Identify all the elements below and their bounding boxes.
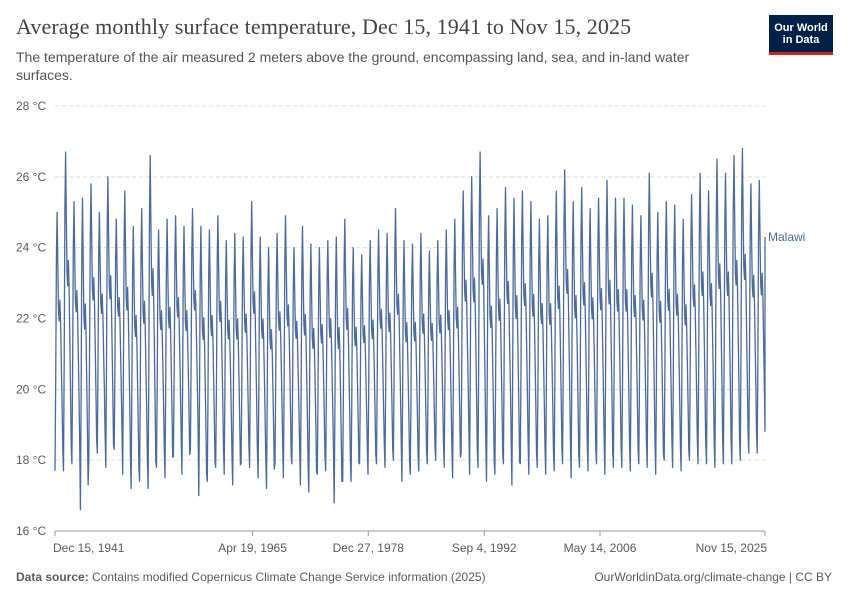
- chart-subtitle: The temperature of the air measured 2 me…: [16, 49, 690, 83]
- x-tick-label: Nov 15, 2025: [696, 541, 768, 555]
- footer-link[interactable]: OurWorldinData.org/climate-change | CC B…: [594, 570, 832, 584]
- y-tick-label: 22 °C: [16, 312, 46, 326]
- y-tick-label: 20 °C: [16, 382, 46, 396]
- logo-line-1: Our World: [774, 21, 828, 34]
- series-line-malawi: [54, 147, 766, 511]
- x-tick-label: May 14, 2006: [564, 541, 637, 555]
- data-source-label: Data source:: [16, 570, 89, 584]
- x-tick-label: Dec 27, 1978: [333, 541, 405, 555]
- x-tick-label: Dec 15, 1941: [53, 541, 125, 555]
- y-tick-label: 16 °C: [16, 524, 46, 538]
- x-tick-label: Apr 19, 1965: [218, 541, 287, 555]
- y-tick-label: 24 °C: [16, 241, 46, 255]
- y-tick-label: 28 °C: [16, 99, 46, 113]
- logo-line-2: in Data: [782, 33, 820, 46]
- data-source-text[interactable]: Contains modified Copernicus Climate Cha…: [92, 570, 486, 584]
- owid-logo[interactable]: Our World in Data: [769, 15, 833, 55]
- y-tick-label: 26 °C: [16, 170, 46, 184]
- x-tick-label: Sep 4, 1992: [452, 541, 517, 555]
- y-tick-label: 18 °C: [16, 453, 46, 467]
- data-source: Data source: Contains modified Copernicu…: [16, 570, 486, 584]
- chart-title: Average monthly surface temperature, Dec…: [16, 14, 632, 39]
- series-label-malawi: Malawi: [768, 230, 805, 244]
